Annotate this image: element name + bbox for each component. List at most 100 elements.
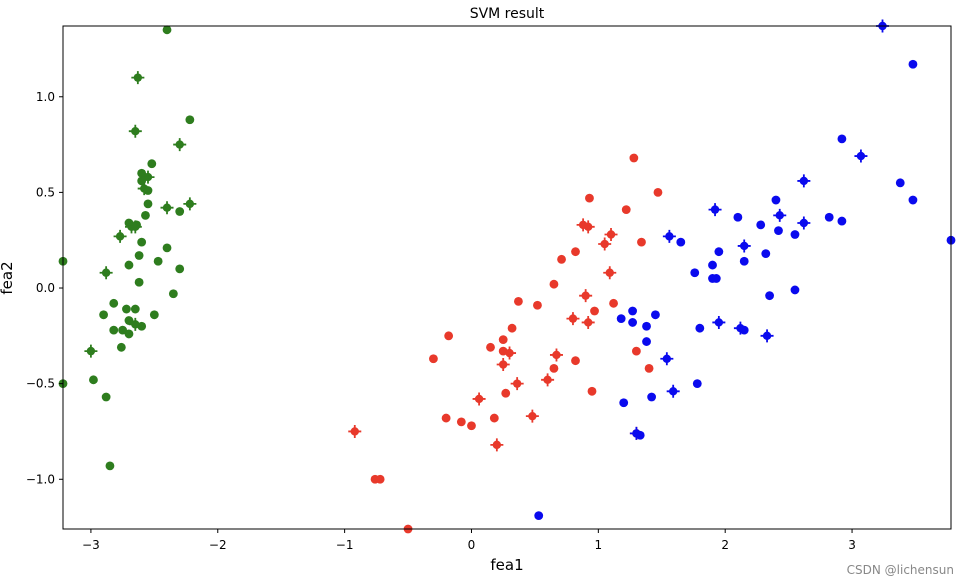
data-point — [790, 285, 800, 295]
x-axis: −3 −2 −1 0 1 2 3 — [82, 529, 856, 552]
y-tick-label: −0.5 — [26, 377, 55, 391]
data-point — [153, 256, 163, 266]
data-point — [162, 25, 172, 35]
support-vector-point — [173, 138, 187, 152]
data-point — [644, 363, 654, 373]
support-vector-point — [128, 220, 142, 234]
x-tick-label: −2 — [209, 538, 227, 552]
x-tick-label: −3 — [82, 538, 100, 552]
support-vector-point — [183, 197, 197, 211]
data-point — [708, 260, 717, 270]
data-point — [908, 59, 918, 69]
data-point — [708, 274, 717, 283]
support-vector-point — [854, 149, 868, 163]
support-vector-point — [141, 170, 155, 184]
data-point — [489, 413, 499, 423]
data-point — [124, 329, 134, 339]
data-point — [162, 243, 172, 253]
data-point — [175, 207, 185, 216]
x-tick-label: 0 — [468, 538, 476, 552]
y-tick-label: 1.0 — [36, 90, 55, 104]
support-vector-point — [733, 321, 747, 335]
support-vector-point — [525, 409, 539, 423]
data-point — [628, 318, 637, 327]
y-axis: −1.0 −0.5 0.0 0.5 1.0 — [26, 90, 63, 486]
support-vector-point — [660, 352, 674, 366]
data-point — [642, 321, 651, 331]
x-tick-label: −1 — [336, 538, 354, 552]
data-point — [444, 331, 454, 341]
data-point — [105, 461, 115, 471]
data-point — [467, 421, 476, 431]
y-tick-label: −1.0 — [26, 472, 55, 486]
data-point — [507, 323, 517, 333]
data-point — [756, 220, 766, 230]
data-point — [631, 346, 641, 356]
support-vector-point — [773, 208, 787, 222]
data-point — [141, 210, 150, 220]
support-vector-point — [128, 317, 142, 331]
y-tick-label: 0.5 — [36, 185, 55, 199]
data-point — [653, 187, 663, 197]
support-vector-point — [128, 124, 142, 138]
data-point — [99, 310, 108, 320]
data-point — [651, 310, 660, 320]
support-vector-point — [566, 312, 580, 326]
data-point — [590, 306, 599, 316]
data-point — [533, 300, 542, 310]
data-point — [147, 159, 157, 169]
data-point — [790, 230, 800, 239]
data-point — [549, 363, 559, 373]
data-point — [629, 153, 639, 163]
data-point — [616, 314, 626, 324]
support-vector-point — [472, 392, 486, 406]
support-vector-point — [708, 203, 722, 217]
plot-marks — [58, 19, 956, 534]
support-vector-point — [666, 384, 680, 398]
data-point — [130, 304, 140, 314]
data-point — [571, 247, 580, 257]
data-point — [619, 398, 629, 408]
support-vector-point — [496, 358, 510, 372]
data-point — [587, 386, 597, 396]
support-vector-point — [160, 201, 174, 215]
support-vector-point — [99, 266, 113, 280]
data-point — [486, 342, 495, 352]
data-point — [429, 354, 438, 364]
data-point — [441, 413, 451, 423]
data-point — [774, 226, 783, 236]
support-vector-point — [604, 227, 618, 241]
data-point — [628, 306, 637, 316]
data-point — [739, 256, 749, 266]
support-vector-point — [510, 377, 524, 391]
support-vector-point — [797, 174, 811, 188]
data-point — [534, 511, 544, 521]
data-point — [122, 304, 131, 314]
support-vector-point — [737, 239, 751, 253]
support-vector-point — [137, 182, 151, 196]
support-vector-point — [603, 266, 617, 280]
y-tick-label: 0.0 — [36, 281, 55, 295]
data-point — [137, 168, 147, 178]
support-vector-point — [541, 373, 555, 387]
data-point — [143, 199, 153, 209]
support-vector-point — [503, 346, 517, 360]
data-point — [637, 237, 646, 247]
x-tick-label: 1 — [595, 538, 603, 552]
support-vector-point — [797, 216, 811, 230]
data-point — [585, 193, 594, 203]
data-point — [175, 264, 185, 274]
data-point — [456, 417, 466, 427]
data-point — [621, 205, 631, 215]
data-point — [695, 323, 705, 333]
support-vector-point — [549, 348, 563, 362]
data-point — [692, 379, 702, 389]
data-point — [908, 195, 918, 205]
data-point — [116, 342, 126, 352]
data-point — [761, 249, 771, 258]
data-point — [609, 298, 618, 308]
data-point — [89, 375, 98, 385]
data-point — [837, 216, 847, 226]
data-point — [134, 277, 144, 287]
